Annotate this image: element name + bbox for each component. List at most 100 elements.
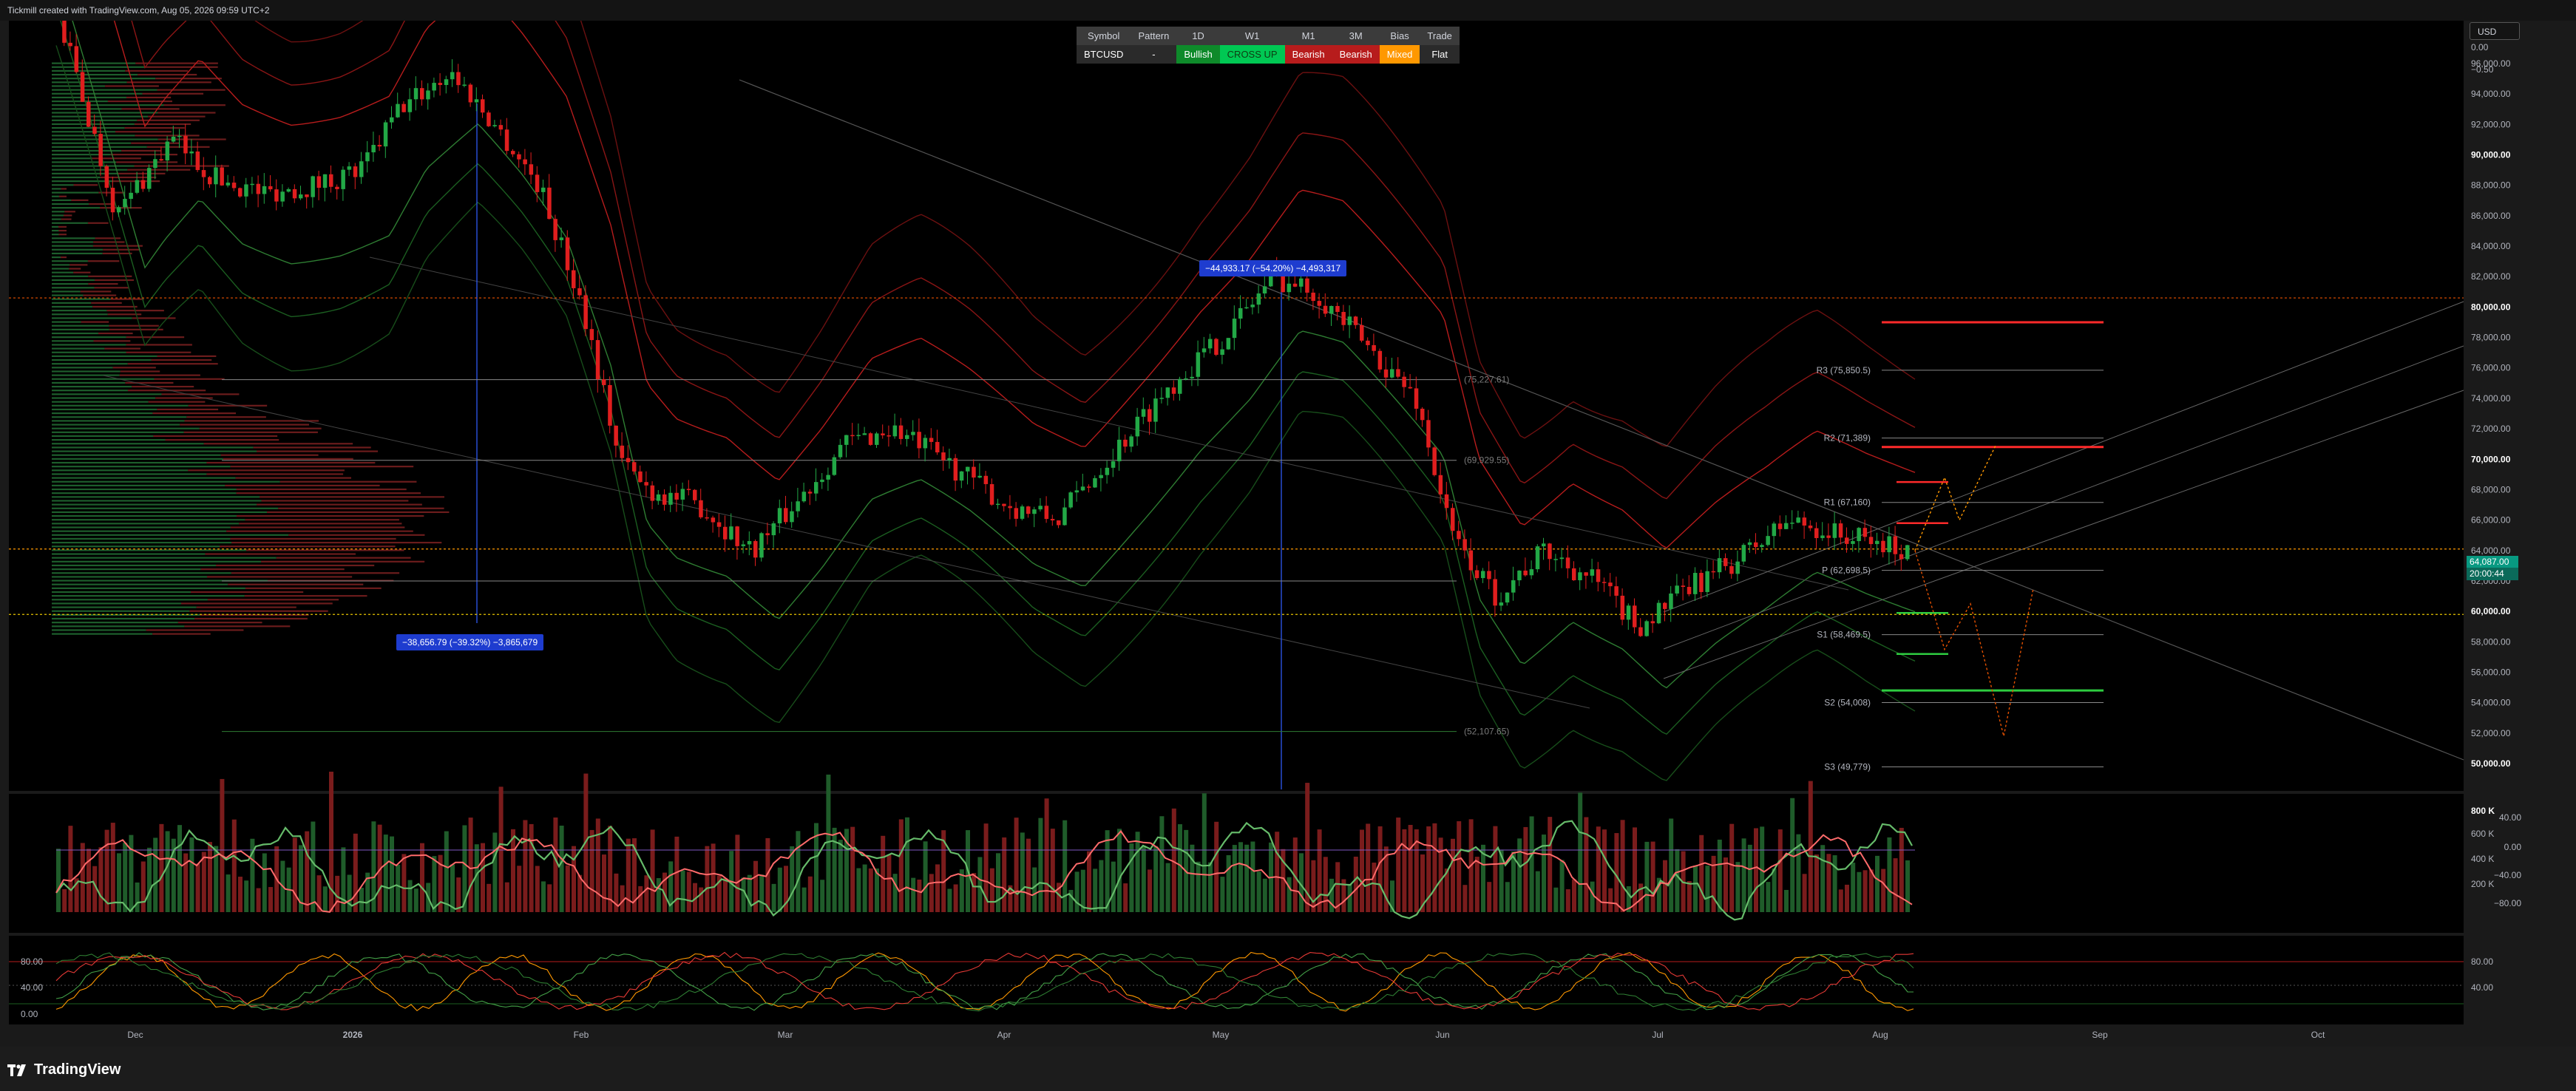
time-axis: Dec 2026 Feb Mar Apr May Jun Jul Aug Sep Oct <box>127 1030 2325 1040</box>
volume-bar <box>807 876 813 912</box>
candle <box>365 152 370 162</box>
volume-bar <box>656 877 661 912</box>
candle <box>1565 557 1570 568</box>
volume-bar <box>1171 808 1176 912</box>
candle <box>1190 376 1194 378</box>
volume-bar <box>329 772 333 912</box>
candle <box>1851 541 1855 544</box>
volume-bar <box>1026 838 1031 912</box>
tv-logo-icon <box>7 1064 26 1076</box>
band-line <box>254 21 1916 447</box>
candle <box>705 517 709 519</box>
candle <box>595 340 600 380</box>
volume-bar <box>365 872 370 912</box>
volume-bar <box>1868 869 1874 912</box>
candle <box>1383 369 1389 378</box>
volume-bar <box>1638 883 1644 912</box>
trend-line <box>103 375 1590 709</box>
stoch-axis-left: 0.00 <box>21 1009 38 1019</box>
sub-axes: 800 K 600 K 400 K 200 K 40.00 0.00 −40.00 −80.0… <box>21 806 2521 1019</box>
signal-value-7: Flat <box>1420 45 1460 64</box>
candle <box>1535 546 1540 570</box>
projection-lines <box>1914 443 2034 737</box>
candle <box>1893 536 1898 554</box>
price-axis-label: 94,000.00 <box>2471 89 2511 99</box>
volume-bar <box>1123 883 1128 912</box>
volume-bar <box>341 847 346 912</box>
volume-bar <box>1408 824 1413 912</box>
volume-bar <box>1747 844 1752 912</box>
candle <box>329 174 333 187</box>
price-axis-label: 56,000.00 <box>2471 667 2511 677</box>
volume-bar <box>110 823 115 912</box>
currency-selector[interactable]: USD <box>2470 22 2520 40</box>
volume-bar <box>856 868 861 912</box>
candle <box>1862 528 1868 537</box>
tradingview-logo[interactable]: TradingView <box>7 1061 121 1078</box>
volume-bar <box>396 864 401 912</box>
volume-bar <box>947 888 952 912</box>
volume-bar <box>56 849 61 912</box>
candle <box>1517 570 1522 581</box>
candle <box>153 159 157 169</box>
volume-bar <box>1038 818 1043 912</box>
volume-bar <box>201 852 206 912</box>
volume-bar <box>529 823 534 912</box>
volume-bar <box>1457 821 1462 912</box>
candle <box>1220 349 1224 356</box>
candle <box>1681 585 1686 588</box>
volume-bar <box>1669 818 1674 912</box>
candle <box>801 492 807 502</box>
volume-bar <box>1548 817 1553 912</box>
price-axis-label: 60,000.00 <box>2471 606 2511 616</box>
volume-bar <box>608 826 613 912</box>
volume-bar <box>1032 867 1037 912</box>
price-chart[interactable]: R3 (75,850.5) R2 (71,389) R1 (67,160) P (62… <box>0 21 2576 1047</box>
candle <box>1584 572 1588 576</box>
signal-value-5: Bearish <box>1332 45 1380 64</box>
volume-bar <box>262 853 267 912</box>
volume-bar <box>390 836 394 912</box>
candle <box>1553 559 1558 560</box>
candle <box>1311 292 1315 302</box>
volume-bar <box>183 853 189 912</box>
volume-bar <box>1383 846 1389 912</box>
volume-bar <box>862 864 867 912</box>
signal-header-2: 1D <box>1176 27 1220 45</box>
candle <box>390 117 394 123</box>
candle <box>1026 506 1031 514</box>
time-axis-label: 2026 <box>343 1030 363 1040</box>
candle <box>201 170 206 177</box>
bear-projection <box>1914 550 2034 737</box>
trend-line <box>1663 390 2464 679</box>
volume-bar <box>1517 838 1522 912</box>
volume-bar <box>353 833 358 912</box>
volume-bar <box>468 818 473 912</box>
volume-bar <box>1633 827 1637 912</box>
volume-bar <box>1190 844 1195 912</box>
volume-bar <box>1838 889 1843 912</box>
candle <box>226 183 231 186</box>
candle <box>602 379 606 385</box>
candle <box>1153 398 1158 422</box>
volume-bar <box>989 868 994 912</box>
volume-bar <box>1074 871 1079 912</box>
candle <box>487 112 491 126</box>
drop-measure-label: −38,656.79 (−39.32%) −3,865,679 <box>396 634 544 650</box>
volume-bar <box>1062 820 1068 912</box>
candle <box>1638 627 1643 636</box>
volume-bar <box>1808 781 1813 912</box>
stoch-line <box>55 952 1914 1011</box>
candle <box>559 237 564 240</box>
candle <box>547 187 552 220</box>
price-axis-label: 68,000.00 <box>2471 484 2511 494</box>
volume-bar <box>1153 846 1159 912</box>
volume-bar <box>487 883 492 912</box>
volume-bar <box>1050 829 1055 912</box>
volume-bar <box>996 853 1000 912</box>
volume-bar <box>941 830 946 912</box>
candle <box>1760 545 1764 548</box>
candle <box>1299 278 1304 287</box>
volume-bar <box>462 825 467 912</box>
volume-bar <box>602 854 606 912</box>
